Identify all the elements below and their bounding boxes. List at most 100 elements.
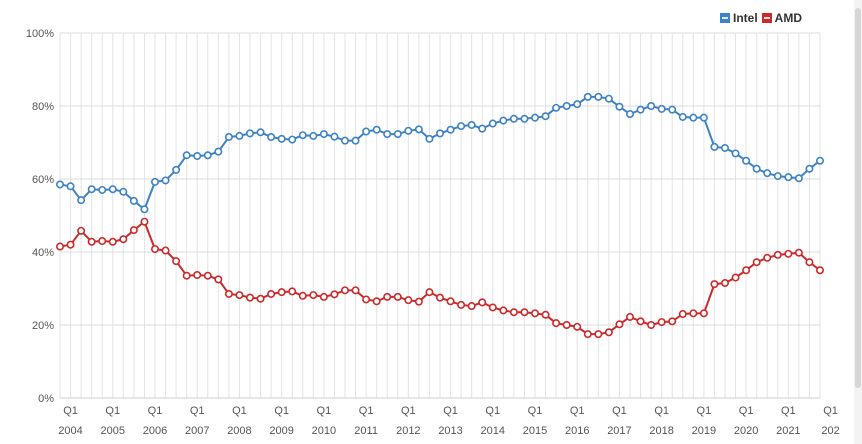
data-point-amd[interactable] (636, 317, 645, 326)
data-point-amd[interactable] (425, 288, 434, 297)
data-point-intel[interactable] (773, 172, 782, 181)
data-point-amd[interactable] (657, 318, 666, 327)
data-point-intel[interactable] (425, 134, 434, 143)
data-point-amd[interactable] (594, 330, 603, 339)
data-point-amd[interactable] (478, 298, 487, 307)
data-point-amd[interactable] (87, 237, 96, 246)
data-point-intel[interactable] (288, 135, 297, 144)
data-point-intel[interactable] (309, 131, 318, 140)
data-point-intel[interactable] (541, 112, 550, 121)
data-point-intel[interactable] (689, 113, 698, 122)
data-point-intel[interactable] (499, 116, 508, 125)
data-point-intel[interactable] (414, 125, 423, 134)
data-point-amd[interactable] (583, 330, 592, 339)
data-point-amd[interactable] (224, 289, 233, 298)
data-point-intel[interactable] (224, 133, 233, 142)
data-point-intel[interactable] (488, 119, 497, 128)
data-point-amd[interactable] (151, 245, 160, 254)
data-point-intel[interactable] (794, 174, 803, 183)
data-point-amd[interactable] (573, 322, 582, 331)
data-point-intel[interactable] (530, 113, 539, 122)
data-point-amd[interactable] (647, 320, 656, 329)
data-point-intel[interactable] (720, 143, 729, 152)
data-point-amd[interactable] (805, 258, 814, 267)
data-point-amd[interactable] (625, 312, 634, 321)
data-point-intel[interactable] (763, 169, 772, 178)
data-point-amd[interactable] (457, 300, 466, 309)
data-point-intel[interactable] (372, 125, 381, 134)
data-point-intel[interactable] (784, 173, 793, 182)
data-point-intel[interactable] (172, 165, 181, 174)
data-point-intel[interactable] (583, 92, 592, 101)
data-point-intel[interactable] (636, 105, 645, 114)
data-point-intel[interactable] (193, 152, 202, 161)
data-point-amd[interactable] (731, 273, 740, 282)
data-point-intel[interactable] (805, 164, 814, 173)
data-point-amd[interactable] (520, 308, 529, 317)
data-point-amd[interactable] (182, 271, 191, 280)
data-point-amd[interactable] (752, 258, 761, 267)
data-point-amd[interactable] (773, 250, 782, 259)
data-point-intel[interactable] (351, 136, 360, 145)
data-point-amd[interactable] (562, 320, 571, 329)
data-point-intel[interactable] (573, 100, 582, 109)
data-point-amd[interactable] (488, 303, 497, 312)
data-point-intel[interactable] (668, 105, 677, 114)
data-point-amd[interactable] (604, 328, 613, 337)
data-point-amd[interactable] (267, 289, 276, 298)
data-point-amd[interactable] (288, 287, 297, 296)
data-point-amd[interactable] (668, 317, 677, 326)
data-point-intel[interactable] (457, 122, 466, 131)
data-point-intel[interactable] (742, 156, 751, 165)
vertical-scrollbar[interactable] (854, 0, 862, 444)
data-point-amd[interactable] (435, 293, 444, 302)
data-point-intel[interactable] (699, 113, 708, 122)
data-point-amd[interactable] (55, 242, 64, 251)
data-point-intel[interactable] (214, 147, 223, 156)
data-point-amd[interactable] (340, 286, 349, 295)
data-point-intel[interactable] (604, 94, 613, 103)
data-point-amd[interactable] (319, 292, 328, 301)
data-point-intel[interactable] (446, 125, 455, 134)
data-point-amd[interactable] (404, 296, 413, 305)
legend-item-amd[interactable]: AMD (761, 11, 802, 25)
data-point-amd[interactable] (277, 288, 286, 297)
data-point-intel[interactable] (277, 134, 286, 143)
scrollbar-thumb[interactable] (855, 8, 861, 388)
data-point-amd[interactable] (720, 279, 729, 288)
legend-item-intel[interactable]: Intel (720, 11, 758, 25)
data-point-amd[interactable] (763, 253, 772, 262)
data-point-amd[interactable] (393, 292, 402, 301)
data-point-amd[interactable] (256, 294, 265, 303)
data-point-amd[interactable] (784, 249, 793, 258)
data-point-amd[interactable] (129, 226, 138, 235)
data-point-amd[interactable] (298, 291, 307, 300)
data-point-intel[interactable] (383, 130, 392, 139)
data-point-amd[interactable] (309, 291, 318, 300)
data-point-intel[interactable] (235, 131, 244, 140)
data-point-intel[interactable] (182, 151, 191, 160)
data-point-intel[interactable] (657, 104, 666, 113)
data-point-intel[interactable] (267, 133, 276, 142)
data-point-intel[interactable] (393, 130, 402, 139)
data-point-intel[interactable] (678, 112, 687, 121)
data-point-intel[interactable] (319, 130, 328, 139)
data-point-amd[interactable] (414, 297, 423, 306)
data-point-intel[interactable] (256, 128, 265, 137)
data-point-amd[interactable] (678, 310, 687, 319)
data-point-amd[interactable] (794, 248, 803, 257)
data-point-intel[interactable] (647, 102, 656, 111)
data-point-amd[interactable] (172, 257, 181, 266)
data-point-intel[interactable] (435, 129, 444, 138)
data-point-amd[interactable] (235, 291, 244, 300)
data-point-amd[interactable] (541, 310, 550, 319)
data-point-intel[interactable] (615, 102, 624, 111)
data-point-amd[interactable] (699, 309, 708, 318)
data-point-amd[interactable] (214, 275, 223, 284)
data-point-intel[interactable] (815, 156, 824, 165)
data-point-intel[interactable] (362, 127, 371, 136)
data-point-intel[interactable] (87, 185, 96, 194)
data-point-amd[interactable] (77, 226, 86, 235)
data-point-intel[interactable] (98, 185, 107, 194)
data-point-amd[interactable] (499, 306, 508, 315)
